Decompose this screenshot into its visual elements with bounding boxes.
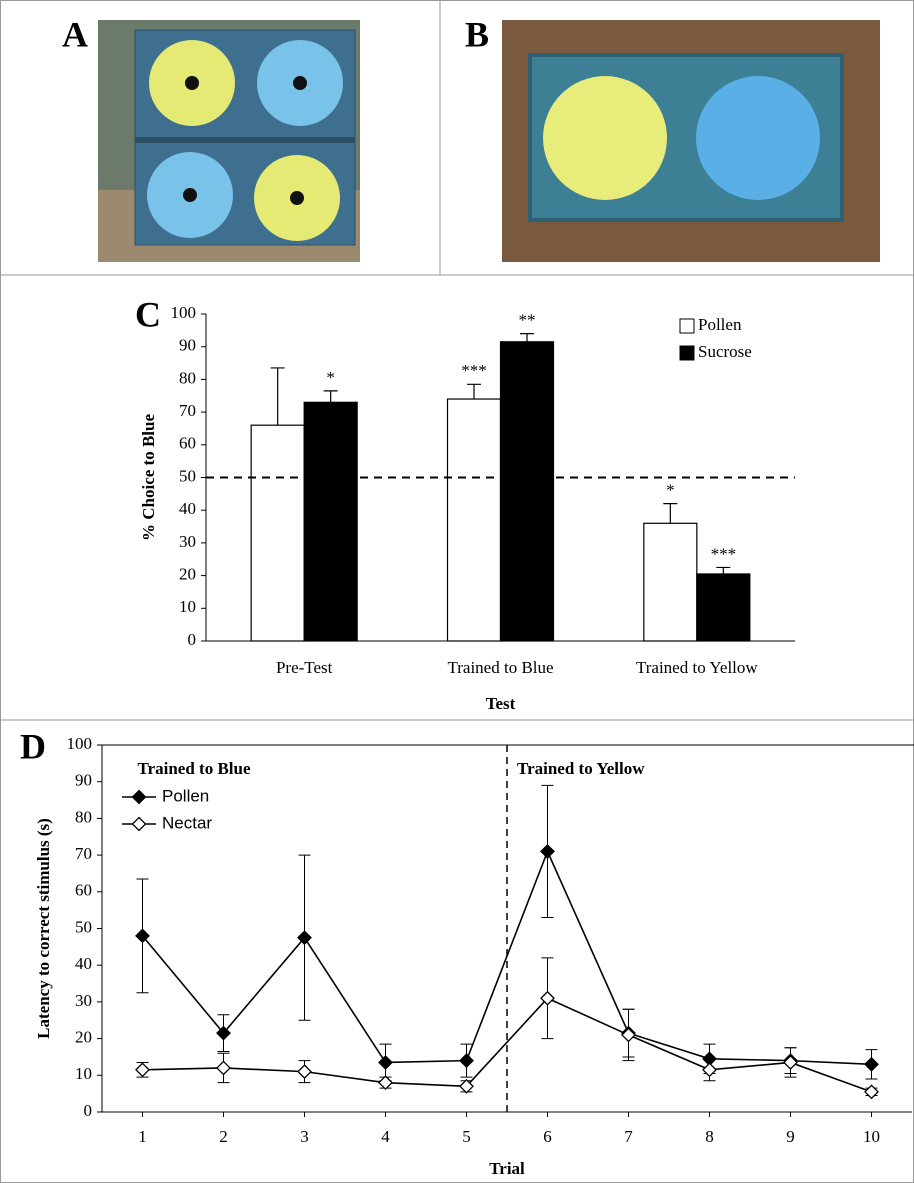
- y-tick-label: 100: [171, 303, 197, 322]
- y-tick-label: 90: [75, 771, 92, 790]
- x-tick-label: 10: [863, 1127, 880, 1146]
- annotation: Trained to Yellow: [517, 759, 645, 778]
- error-bar: [716, 567, 730, 574]
- x-axis-label: Trial: [489, 1159, 525, 1178]
- x-axis-label: Test: [486, 694, 516, 713]
- significance: ***: [711, 544, 737, 563]
- legend-label: Sucrose: [698, 342, 752, 361]
- y-axis-label: % Choice to Blue: [139, 414, 158, 541]
- y-tick-label: 0: [84, 1101, 93, 1120]
- error-bar: [271, 368, 285, 425]
- y-tick-label: 60: [179, 434, 196, 453]
- x-tick-label: 2: [219, 1127, 228, 1146]
- x-tick-label: 1: [138, 1127, 147, 1146]
- marker: [379, 1056, 392, 1069]
- y-tick-label: 0: [188, 630, 197, 649]
- panel-label: D: [20, 726, 46, 766]
- y-tick-label: 20: [75, 1028, 92, 1047]
- marker: [379, 1076, 392, 1089]
- y-tick-label: 60: [75, 881, 92, 900]
- marker: [541, 845, 554, 858]
- x-tick-label: Trained to Blue: [447, 658, 553, 677]
- y-tick-label: 80: [75, 807, 92, 826]
- y-tick-label: 100: [67, 734, 93, 753]
- x-tick-label: 5: [462, 1127, 471, 1146]
- marker: [703, 1063, 716, 1076]
- x-tick-label: 4: [381, 1127, 390, 1146]
- significance: **: [519, 311, 536, 330]
- bar: [251, 425, 304, 641]
- y-axis-label: Latency to correct stimulus (s): [34, 818, 53, 1039]
- marker: [865, 1058, 878, 1071]
- error-bar: [324, 391, 338, 402]
- legend-swatch: [680, 346, 694, 360]
- photo-a: [98, 20, 360, 262]
- y-tick-label: 20: [179, 565, 196, 584]
- bar: [304, 402, 357, 641]
- marker: [460, 1054, 473, 1067]
- y-tick-label: 90: [179, 336, 196, 355]
- figure: A B 0102030405060708090100C% Choice to B…: [0, 0, 914, 1183]
- significance: *: [666, 481, 675, 500]
- legend-marker: [133, 818, 146, 831]
- bar: [697, 574, 750, 641]
- x-tick-label: 3: [300, 1127, 309, 1146]
- y-tick-label: 70: [75, 844, 92, 863]
- panel-label: C: [135, 294, 161, 334]
- legend-marker: [133, 791, 146, 804]
- x-tick-label: 6: [543, 1127, 552, 1146]
- panel-label: B: [465, 14, 489, 54]
- marker: [865, 1085, 878, 1098]
- legend-swatch: [680, 319, 694, 333]
- y-tick-label: 40: [179, 499, 196, 518]
- y-tick-label: 30: [75, 991, 92, 1010]
- x-tick-label: Trained to Yellow: [636, 658, 758, 677]
- photo-b: [502, 20, 880, 262]
- x-tick-label: 9: [786, 1127, 795, 1146]
- panel-label: A: [62, 14, 88, 54]
- error-bar: [520, 334, 534, 342]
- significance: ***: [461, 361, 487, 380]
- y-tick-label: 10: [179, 597, 196, 616]
- marker: [298, 1065, 311, 1078]
- y-tick-label: 40: [75, 954, 92, 973]
- annotation: Trained to Blue: [138, 759, 251, 778]
- x-tick-label: 7: [624, 1127, 633, 1146]
- y-tick-label: 10: [75, 1064, 92, 1083]
- legend-label: Nectar: [162, 813, 212, 832]
- bar: [644, 523, 697, 641]
- legend-label: Pollen: [162, 786, 209, 805]
- error-bar: [467, 384, 481, 399]
- bar: [448, 399, 501, 641]
- marker: [217, 1061, 230, 1074]
- legend-label: Pollen: [698, 315, 742, 334]
- bar: [501, 342, 554, 641]
- error-bar: [663, 504, 677, 524]
- y-tick-label: 70: [179, 401, 196, 420]
- significance: *: [326, 368, 335, 387]
- y-tick-label: 50: [179, 466, 196, 485]
- marker: [136, 1063, 149, 1076]
- x-tick-label: Pre-Test: [276, 658, 333, 677]
- y-tick-label: 30: [179, 532, 196, 551]
- y-tick-label: 50: [75, 917, 92, 936]
- y-tick-label: 80: [179, 368, 196, 387]
- x-tick-label: 8: [705, 1127, 714, 1146]
